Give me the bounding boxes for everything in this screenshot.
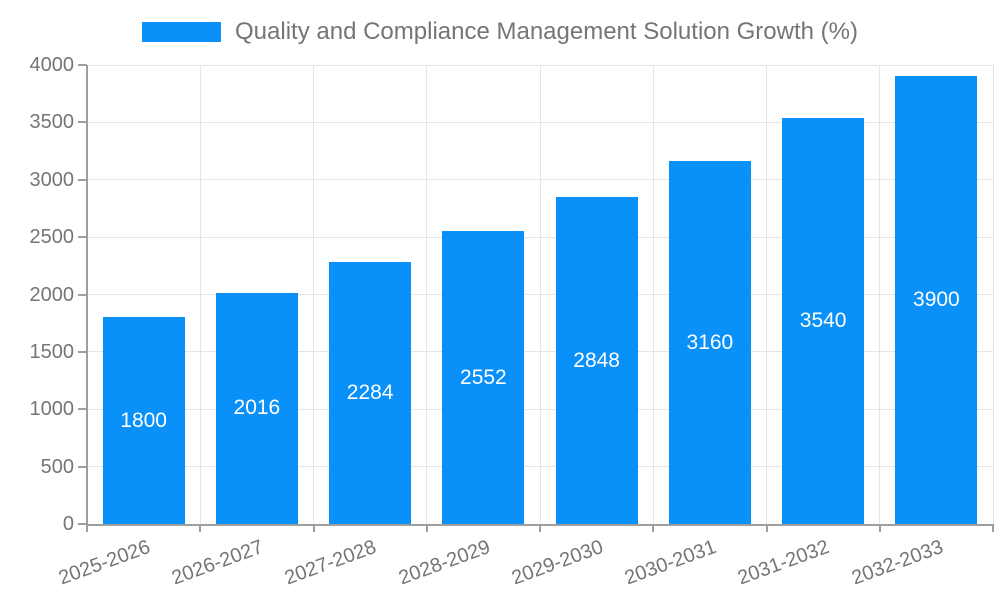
- x-tick: [312, 524, 315, 532]
- y-tick-label: 3000: [29, 168, 75, 191]
- x-tick-label: 2030-2031: [621, 536, 720, 590]
- y-tick-label: 500: [40, 455, 74, 478]
- y-tick-label: 1000: [29, 398, 75, 421]
- x-tick-label: 2032-2033: [848, 536, 946, 590]
- bar: 2848: [555, 197, 638, 524]
- y-tick-label: 1500: [29, 340, 75, 363]
- y-tick: [78, 236, 87, 239]
- bar-value-label: 3540: [799, 308, 847, 332]
- v-gridline: [879, 65, 881, 524]
- bar: 2016: [215, 292, 298, 524]
- y-axis-line: [86, 65, 88, 526]
- x-tick-label: 2026-2027: [168, 536, 267, 590]
- x-tick-label: 2028-2029: [395, 536, 493, 590]
- bar-value-label: 3900: [913, 288, 960, 312]
- x-tick: [992, 524, 994, 532]
- x-tick: [86, 524, 88, 532]
- legend: Quality and Compliance Management Soluti…: [0, 17, 1000, 47]
- v-gridline: [313, 65, 314, 524]
- x-tick: [652, 524, 655, 532]
- x-tick: [878, 524, 881, 532]
- legend-swatch: [142, 22, 222, 42]
- v-gridline: [652, 65, 654, 524]
- bar-value-label: 2552: [460, 365, 507, 389]
- x-tick: [199, 524, 202, 532]
- y-tick: [78, 408, 87, 411]
- y-tick: [78, 350, 87, 353]
- x-tick: [539, 524, 541, 532]
- legend-label: Quality and Compliance Management Soluti…: [235, 18, 858, 45]
- y-tick: [78, 178, 87, 181]
- bar: 3900: [895, 76, 978, 524]
- x-tick-label: 2027-2028: [282, 536, 380, 590]
- plot-area: 1800 2016 2284 2552 2848 3160 3540 3900: [87, 64, 994, 524]
- y-tick: [78, 465, 87, 468]
- bar: 2284: [329, 261, 412, 524]
- v-gridline: [199, 65, 201, 524]
- v-gridline: [766, 65, 767, 524]
- bar: 3160: [668, 161, 751, 524]
- bar: 2552: [442, 231, 525, 524]
- bar-value-label: 2284: [346, 380, 394, 404]
- y-tick-label: 4000: [29, 54, 75, 76]
- x-tick: [765, 524, 768, 532]
- x-tick-label: 2031-2032: [735, 536, 833, 590]
- bar-value-label: 2016: [233, 396, 281, 420]
- x-tick-label: 2029-2030: [508, 536, 607, 590]
- y-tick: [78, 121, 87, 124]
- y-tick: [78, 64, 87, 66]
- y-tick: [78, 523, 87, 525]
- bar-value-label: 2848: [573, 348, 620, 372]
- y-tick-label: 2000: [29, 283, 75, 306]
- v-gridline: [426, 65, 428, 524]
- y-tick: [78, 293, 87, 296]
- bar-value-label: 3160: [686, 330, 734, 354]
- v-gridline: [539, 65, 541, 524]
- v-gridline: [992, 65, 994, 524]
- x-tick: [425, 524, 428, 532]
- y-tick-label: 0: [62, 513, 74, 535]
- y-tick-label: 3500: [29, 111, 75, 134]
- y-tick-label: 2500: [29, 226, 75, 249]
- x-tick-label: 2025-2026: [55, 536, 154, 590]
- bar-value-label: 1800: [120, 408, 167, 432]
- bar: 1800: [102, 317, 185, 524]
- bar: 3540: [782, 117, 865, 524]
